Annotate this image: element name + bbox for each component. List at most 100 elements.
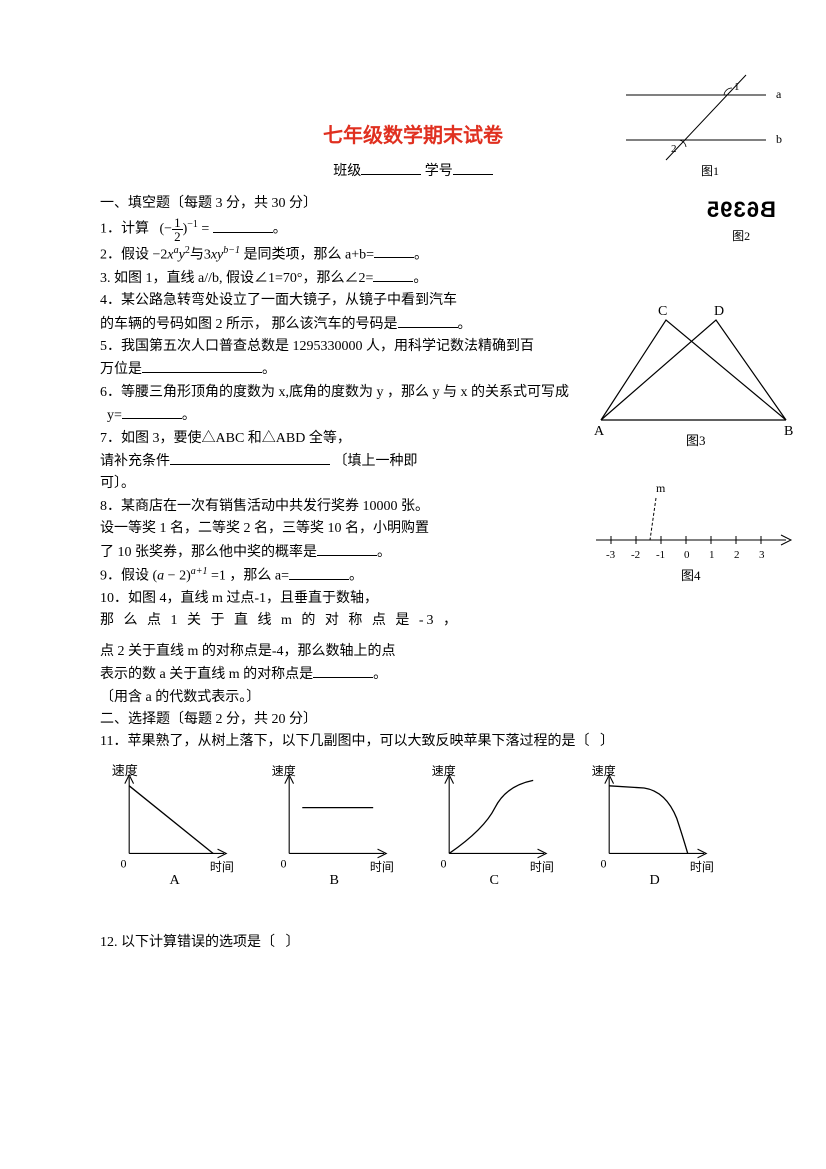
chart-C[interactable]: 速度 0 时间 C (420, 764, 570, 892)
chart-B[interactable]: 速度 0 时间 B (260, 764, 410, 892)
figure-4: m -3 -2 -1 0 1 2 3 图4 (586, 480, 806, 598)
class-label: 班级 (333, 164, 361, 179)
chart-A[interactable]: 速度 0 时间 A (100, 764, 250, 892)
q4-line1: 4．某公路急转弯处设立了一面大镜子，从镜子中看到汽车 (100, 290, 480, 312)
chart-D[interactable]: 速度 0 时间 D (580, 764, 730, 892)
svg-text:-2: -2 (631, 549, 640, 561)
svg-text:A: A (170, 872, 181, 884)
q2-a: 2．假设 −2 (100, 247, 167, 262)
chart-options: 速度 0 时间 A 速度 0 时间 B (100, 764, 726, 892)
svg-text:C: C (490, 872, 499, 884)
svg-text:时间: 时间 (530, 860, 554, 874)
q7-line2: 请补充条件 〔填上一种即 (100, 450, 480, 473)
svg-text:图4: 图4 (681, 568, 701, 583)
mirror-number: B6395 (706, 192, 776, 227)
q1-blank[interactable] (213, 218, 273, 233)
q7-text3: 〔填上一种即 (330, 454, 418, 469)
q8-line3: 了 10 张奖券，那么他中奖的概率是。 (100, 541, 480, 564)
q1-text-c: = (198, 222, 213, 237)
q7-blank[interactable] (170, 450, 330, 465)
figure-2: B6395 图2 (706, 192, 776, 246)
q1-exp: −1 (187, 219, 198, 230)
q6-blank[interactable] (122, 404, 182, 419)
q7-line3: 可〕。 (100, 473, 480, 495)
q2-rest: 是同类项，那么 a+b= (240, 247, 374, 262)
svg-text:速度: 速度 (272, 764, 296, 778)
q4-blank[interactable] (398, 313, 458, 328)
svg-text:3: 3 (759, 549, 765, 561)
q3-text: 3. 如图 1，直线 a//b, 假设∠1=70°，那么∠2= (100, 271, 373, 286)
q2-b1: b−1 (223, 245, 240, 256)
q1: 1．计算 (−12)−1 = 。 (100, 216, 726, 243)
svg-text:-3: -3 (606, 549, 616, 561)
q1-text-a: 1．计算 (− (100, 222, 172, 237)
q2-end: 。 (414, 247, 428, 262)
q10-line3: 点 2 关于直线 m 的对称点是-4，那么数轴上的点 (100, 641, 480, 663)
id-blank[interactable] (453, 160, 493, 175)
q12: 12. 以下计算错误的选项是〔 〕 (100, 932, 726, 954)
svg-text:速度: 速度 (432, 764, 456, 778)
svg-text:B: B (784, 424, 793, 439)
q6-end: 。 (182, 408, 196, 423)
angle-1-label: 1 (734, 81, 740, 93)
q2-mid: 与3 (190, 247, 211, 262)
q9-blank[interactable] (289, 565, 349, 580)
line-a-label: a (776, 87, 782, 101)
q10-line4: 表示的数 a 关于直线 m 的对称点是 。 (100, 663, 480, 686)
q10-line2: 那 么 点 1 关 于 直 线 m 的 对 称 点 是 -3 ， (100, 610, 480, 632)
id-label: 学号 (425, 164, 453, 179)
q9-exp: a+1 (191, 566, 208, 577)
q8-end: 。 (377, 545, 391, 560)
section-1-heading: 一、填空题〔每题 3 分，共 30 分〕 (100, 193, 726, 215)
q2-xy: xy (211, 247, 223, 262)
svg-text:1: 1 (709, 549, 715, 561)
svg-text:0: 0 (684, 549, 690, 561)
q3: 3. 如图 1，直线 a//b, 假设∠1=70°，那么∠2= 。 (100, 267, 726, 290)
q10-line1: 10．如图 4，直线 m 过点-1，且垂直于数轴， (100, 588, 480, 610)
fig2-caption: 图2 (706, 227, 776, 246)
q5-text2: 万位是 (100, 362, 142, 377)
q8-line1: 8．某商店在一次有销售活动中共发行奖券 10000 张。 (100, 496, 480, 518)
svg-text:时间: 时间 (370, 860, 394, 874)
svg-text:时间: 时间 (690, 860, 714, 874)
figure-1: 1 2 a b 图1 (616, 70, 796, 188)
q10-line5: 〔用含 a 的代数式表示。〕 (100, 687, 480, 709)
svg-text:0: 0 (120, 856, 126, 870)
q1-frac-n: 1 (172, 216, 183, 230)
q10-blank[interactable] (313, 663, 373, 678)
q10-end: 。 (373, 667, 387, 682)
q1-frac-d: 2 (172, 230, 183, 243)
q7-line1: 7．如图 3，要使△ABC 和△ABD 全等， (100, 428, 480, 450)
q9-b: − 2) (164, 569, 191, 584)
fig1-caption: 图1 (701, 164, 719, 178)
svg-text:时间: 时间 (210, 860, 234, 874)
q7-text2: 请补充条件 (100, 454, 170, 469)
q4-end: 。 (458, 317, 472, 332)
q9-c: =1 ，那么 a= (207, 569, 289, 584)
svg-text:速度: 速度 (112, 764, 138, 778)
q3-blank[interactable] (373, 267, 413, 282)
q5-blank[interactable] (142, 358, 262, 373)
svg-text:0: 0 (280, 856, 286, 870)
svg-text:D: D (650, 872, 660, 884)
q2: 2．假设 −2xay2与3xyb−1 是同类项，那么 a+b=。 (100, 243, 726, 267)
svg-text:0: 0 (600, 856, 606, 870)
class-blank[interactable] (361, 160, 421, 175)
q8-blank[interactable] (317, 541, 377, 556)
q3-end: 。 (413, 271, 427, 286)
q4-text2: 的车辆的号码如图 2 所示， 那么该汽车的号码是 (100, 317, 398, 332)
svg-text:-1: -1 (656, 549, 665, 561)
svg-text:D: D (714, 304, 724, 319)
q2-blank[interactable] (374, 243, 414, 258)
svg-text:m: m (656, 481, 666, 495)
q11: 11．苹果熟了，从树上落下，以下几副图中，可以大致反映苹果下落过程的是〔 〕 (100, 731, 726, 753)
q10-text4: 表示的数 a 关于直线 m 的对称点是 (100, 667, 313, 682)
q1-end: 。 (273, 222, 287, 237)
q9-end: 。 (349, 569, 363, 584)
q9-a: 9．假设 ( (100, 569, 157, 584)
line-b-label: b (776, 132, 782, 146)
svg-text:C: C (658, 304, 667, 319)
angle-2-label: 2 (671, 143, 677, 155)
svg-text:速度: 速度 (592, 764, 616, 778)
svg-text:2: 2 (734, 549, 740, 561)
